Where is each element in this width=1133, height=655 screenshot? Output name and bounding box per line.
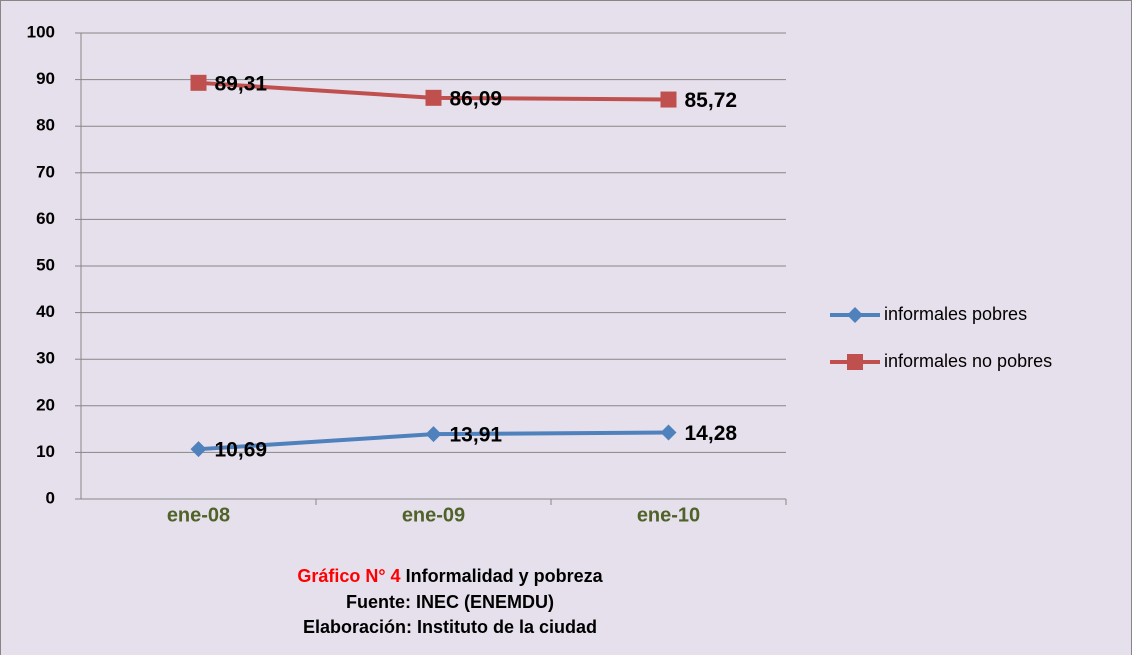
data-label: 13,91 — [450, 424, 503, 447]
caption-title: Informalidad y pobreza — [406, 566, 604, 586]
y-tick-label: 80 — [36, 116, 55, 135]
caption-heading: Gráfico N° 4 Informalidad y pobreza — [297, 566, 603, 586]
data-label: 10,69 — [215, 439, 268, 462]
y-tick-label: 20 — [36, 395, 55, 414]
caption-credit: Elaboración: Instituto de la ciudad — [303, 617, 597, 637]
y-tick-label: 50 — [36, 255, 55, 274]
y-tick-label: 0 — [46, 488, 55, 507]
x-tick-label: ene-10 — [637, 504, 700, 526]
data-point — [190, 441, 207, 458]
data-label: 85,72 — [685, 89, 738, 112]
caption-source: Fuente: INEC (ENEMDU) — [346, 592, 554, 612]
data-point — [425, 426, 442, 443]
y-tick-label: 10 — [36, 442, 55, 461]
legend-marker — [847, 354, 863, 370]
y-tick-label: 100 — [27, 22, 55, 41]
x-tick-label: ene-09 — [402, 504, 465, 526]
y-tick-label: 60 — [36, 209, 55, 228]
x-tick-label: ene-08 — [167, 504, 230, 526]
data-point — [660, 91, 677, 108]
data-point — [190, 74, 207, 91]
caption-label: Gráfico N° 4 — [297, 566, 400, 586]
legend-marker — [847, 307, 863, 323]
y-tick-label: 70 — [36, 162, 55, 181]
y-tick-label: 30 — [36, 349, 55, 368]
legend-label: informales pobres — [884, 304, 1027, 324]
y-tick-label: 40 — [36, 302, 55, 321]
data-label: 86,09 — [450, 87, 503, 110]
legend-label: informales no pobres — [884, 351, 1052, 371]
data-point — [425, 89, 442, 106]
data-label: 89,31 — [215, 72, 268, 95]
data-point — [660, 424, 677, 441]
data-label: 14,28 — [685, 422, 738, 445]
y-tick-label: 90 — [36, 69, 55, 88]
